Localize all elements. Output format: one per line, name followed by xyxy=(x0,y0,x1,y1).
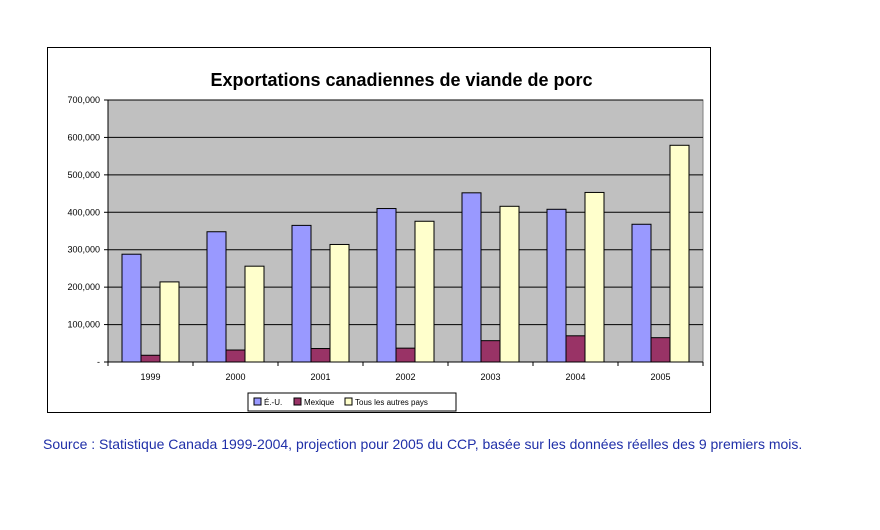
x-tick-label: 2004 xyxy=(565,372,585,382)
bar-eu xyxy=(631,223,652,363)
x-tick-label: 2002 xyxy=(395,372,415,382)
bar-autres xyxy=(329,243,350,363)
plot-area xyxy=(107,99,704,363)
bar-eu xyxy=(546,208,567,363)
bar-autres xyxy=(159,281,180,363)
bar-autres xyxy=(244,265,265,363)
bar-eu xyxy=(461,192,482,363)
legend-swatch-mexique xyxy=(293,397,302,406)
legend-label-autres: Tous les autres pays xyxy=(355,398,428,407)
y-tick-label: 700,000 xyxy=(67,95,100,105)
x-tick-label: 1999 xyxy=(140,372,160,382)
y-tick-label: 600,000 xyxy=(67,132,100,142)
x-tick-label: 2005 xyxy=(650,372,670,382)
source-note: Source : Statistique Canada 1999-2004, p… xyxy=(43,436,803,452)
legend-swatch-eu xyxy=(253,397,262,406)
bar-autres xyxy=(584,191,605,363)
x-tick-label: 2000 xyxy=(225,372,245,382)
bar-mexique xyxy=(650,337,671,363)
bar-mexique xyxy=(480,340,501,363)
y-tick-label: 300,000 xyxy=(67,245,100,255)
bar-mexique xyxy=(310,348,331,363)
chart-title: Exportations canadiennes de viande de po… xyxy=(210,70,592,90)
bar-autres xyxy=(669,144,690,363)
y-tick-label: 100,000 xyxy=(67,320,100,330)
x-tick-label: 2003 xyxy=(480,372,500,382)
bar-mexique xyxy=(565,335,586,363)
bar-mexique xyxy=(225,349,246,363)
chart-canvas: Exportations canadiennes de viande de po… xyxy=(67,70,704,412)
y-tick-label: 400,000 xyxy=(67,207,100,217)
bar-eu xyxy=(291,224,312,363)
bar-eu xyxy=(121,253,142,363)
legend-label-mexique: Mexique xyxy=(304,398,335,407)
bar-autres xyxy=(499,205,520,363)
legend-label-eu: É.-U. xyxy=(264,398,282,407)
y-tick-label: 500,000 xyxy=(67,170,100,180)
x-tick-label: 2001 xyxy=(310,372,330,382)
y-tick-label: 200,000 xyxy=(67,282,100,292)
bar-mexique xyxy=(395,347,416,363)
bar-eu xyxy=(376,208,397,363)
chart-frame: Exportations canadiennes de viande de po… xyxy=(47,47,711,413)
bar-autres xyxy=(414,220,435,363)
bar-mexique xyxy=(140,354,161,363)
legend-swatch-autres xyxy=(344,397,353,406)
y-tick-label: - xyxy=(97,357,100,367)
bar-eu xyxy=(206,231,227,363)
